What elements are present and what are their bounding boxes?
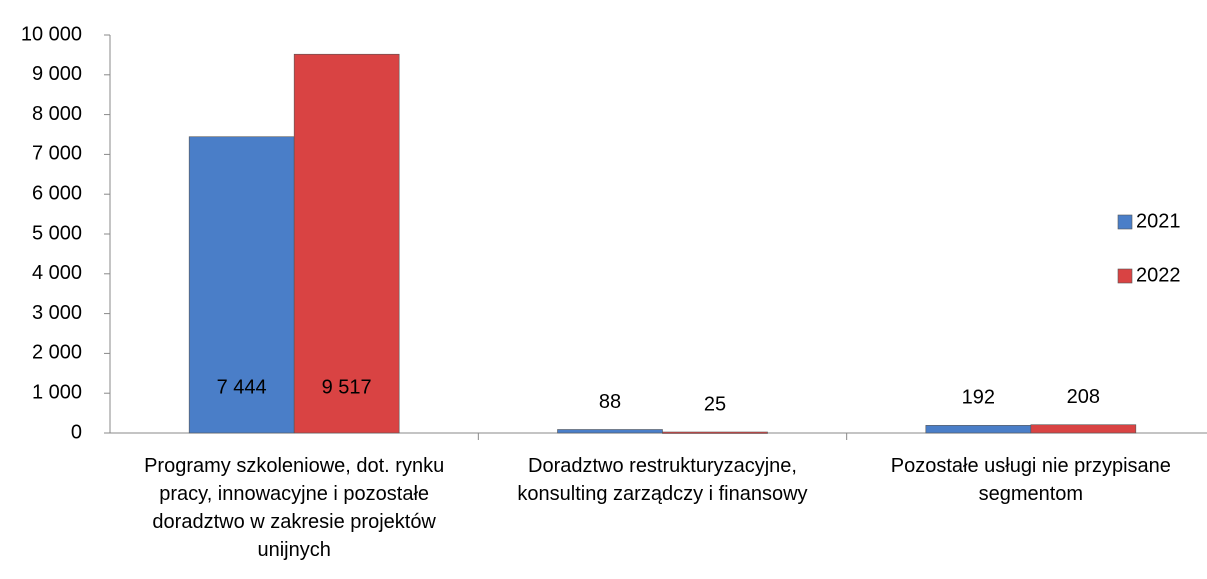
y-tick-label: 7 000 xyxy=(32,143,82,165)
bar xyxy=(188,136,295,434)
y-tick-label: 5 000 xyxy=(32,222,82,244)
y-tick-label: 0 xyxy=(71,421,82,443)
value-label: 9 517 xyxy=(322,376,372,398)
y-tick-label: 4 000 xyxy=(32,262,82,284)
y-tick-label: 2 000 xyxy=(32,342,82,364)
value-label: 192 xyxy=(962,387,995,409)
bar xyxy=(925,425,1032,434)
legend-label: 2021 xyxy=(1136,210,1181,232)
bar xyxy=(1030,424,1137,434)
y-tick-label: 1 000 xyxy=(32,381,82,403)
x-tick-label: Programy szkoleniowe, dot. rynku pracy, … xyxy=(144,455,445,561)
value-label: 88 xyxy=(599,391,621,413)
value-label: 25 xyxy=(704,393,726,415)
x-tick-label: Doradztwo restrukturyzacyjne, konsulting… xyxy=(517,455,808,505)
y-tick-label: 9 000 xyxy=(32,63,82,85)
y-tick-label: 10 000 xyxy=(21,23,82,45)
y-tick-label: 6 000 xyxy=(32,182,82,204)
y-tick-label: 8 000 xyxy=(32,103,82,125)
legend-label: 2022 xyxy=(1136,264,1181,286)
bar xyxy=(662,431,768,434)
legend-marker xyxy=(1117,214,1133,230)
y-tick-label: 3 000 xyxy=(32,302,82,324)
bar xyxy=(293,53,400,434)
bar xyxy=(557,429,663,434)
value-label: 208 xyxy=(1067,386,1100,408)
value-label: 7 444 xyxy=(217,376,267,398)
x-tick-label: Pozostałe usługi nie przypisane segmento… xyxy=(890,455,1171,505)
legend-marker xyxy=(1117,268,1133,284)
